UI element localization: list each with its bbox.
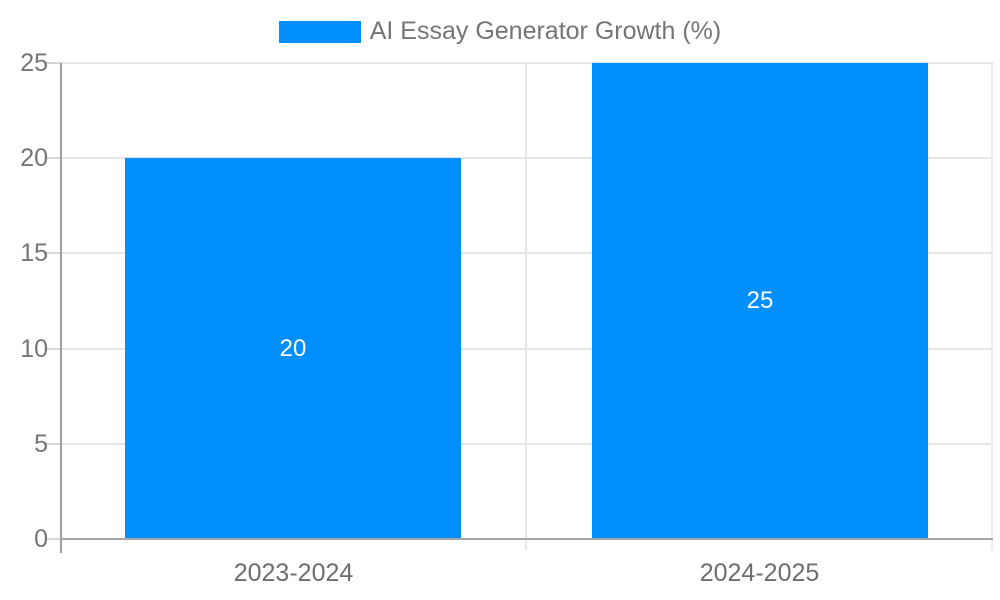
plot-area: 20 25 [45, 62, 993, 553]
gridline-y-5 [61, 443, 993, 445]
gridline-x-mid [525, 63, 527, 550]
y-axis-tick-label: 20 [20, 144, 48, 172]
bar-value-label: 20 [279, 334, 307, 362]
y-axis-tick-label: 0 [34, 525, 48, 553]
gridline-x-right [991, 63, 993, 550]
y-axis-tick-label: 10 [20, 335, 48, 363]
legend-label: AI Essay Generator Growth (%) [369, 17, 722, 45]
ytick-10 [45, 348, 61, 350]
ytick-15 [45, 252, 61, 254]
legend-swatch-icon [278, 20, 361, 43]
y-axis-tick-label: 5 [34, 430, 48, 458]
x-axis-category-label: 2024-2025 [699, 559, 820, 587]
ytick-20 [45, 157, 61, 159]
bar-value-label: 25 [746, 287, 774, 314]
gridline-y-15 [61, 252, 993, 254]
y-axis-tick-label: 15 [20, 239, 48, 267]
x-axis-category-label: 2023-2024 [233, 559, 354, 587]
gridline-y-25 [61, 62, 993, 64]
y-axis-tick-label: 25 [20, 49, 48, 77]
gridline-y-10 [61, 348, 993, 350]
chart-legend: AI Essay Generator Growth (%) [0, 17, 1000, 46]
gridline-y-20 [61, 157, 993, 159]
ytick-0 [45, 538, 61, 540]
bar-2023-2024[interactable]: 20 [125, 158, 461, 539]
y-axis-line [60, 63, 62, 553]
x-axis-line [60, 538, 993, 540]
ytick-5 [45, 443, 61, 445]
bar-2024-2025[interactable]: 25 [592, 63, 928, 539]
ytick-25 [45, 62, 61, 64]
